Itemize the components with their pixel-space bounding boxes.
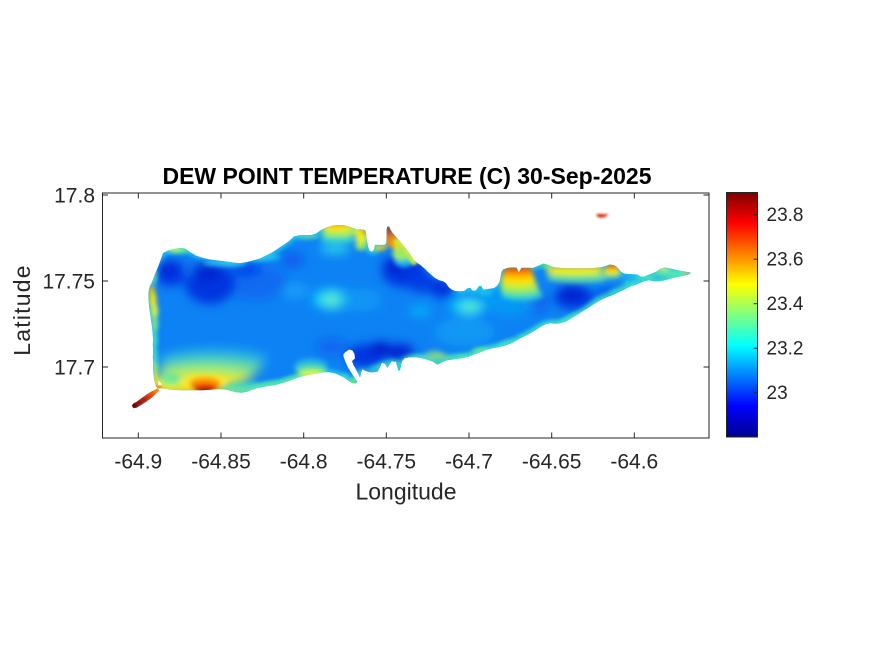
svg-text:DEW POINT TEMPERATURE (C) 30-S: DEW POINT TEMPERATURE (C) 30-Sep-2025 xyxy=(162,163,651,189)
svg-text:23: 23 xyxy=(767,383,788,404)
svg-text:17.7: 17.7 xyxy=(54,357,95,380)
svg-text:23.2: 23.2 xyxy=(767,339,804,360)
svg-text:Longitude: Longitude xyxy=(355,479,456,505)
svg-text:-64.7: -64.7 xyxy=(445,451,493,474)
svg-text:17.8: 17.8 xyxy=(54,185,95,208)
svg-text:-64.65: -64.65 xyxy=(522,451,582,474)
svg-text:17.75: 17.75 xyxy=(42,271,95,294)
svg-text:-64.85: -64.85 xyxy=(191,451,251,474)
svg-text:-64.75: -64.75 xyxy=(357,451,417,474)
svg-text:-64.9: -64.9 xyxy=(114,451,162,474)
svg-text:Latitude: Latitude xyxy=(9,264,35,355)
svg-text:23.8: 23.8 xyxy=(767,205,804,226)
svg-text:23.6: 23.6 xyxy=(767,250,804,271)
svg-text:-64.8: -64.8 xyxy=(280,451,328,474)
svg-text:-64.6: -64.6 xyxy=(610,451,658,474)
svg-text:23.4: 23.4 xyxy=(767,294,804,315)
